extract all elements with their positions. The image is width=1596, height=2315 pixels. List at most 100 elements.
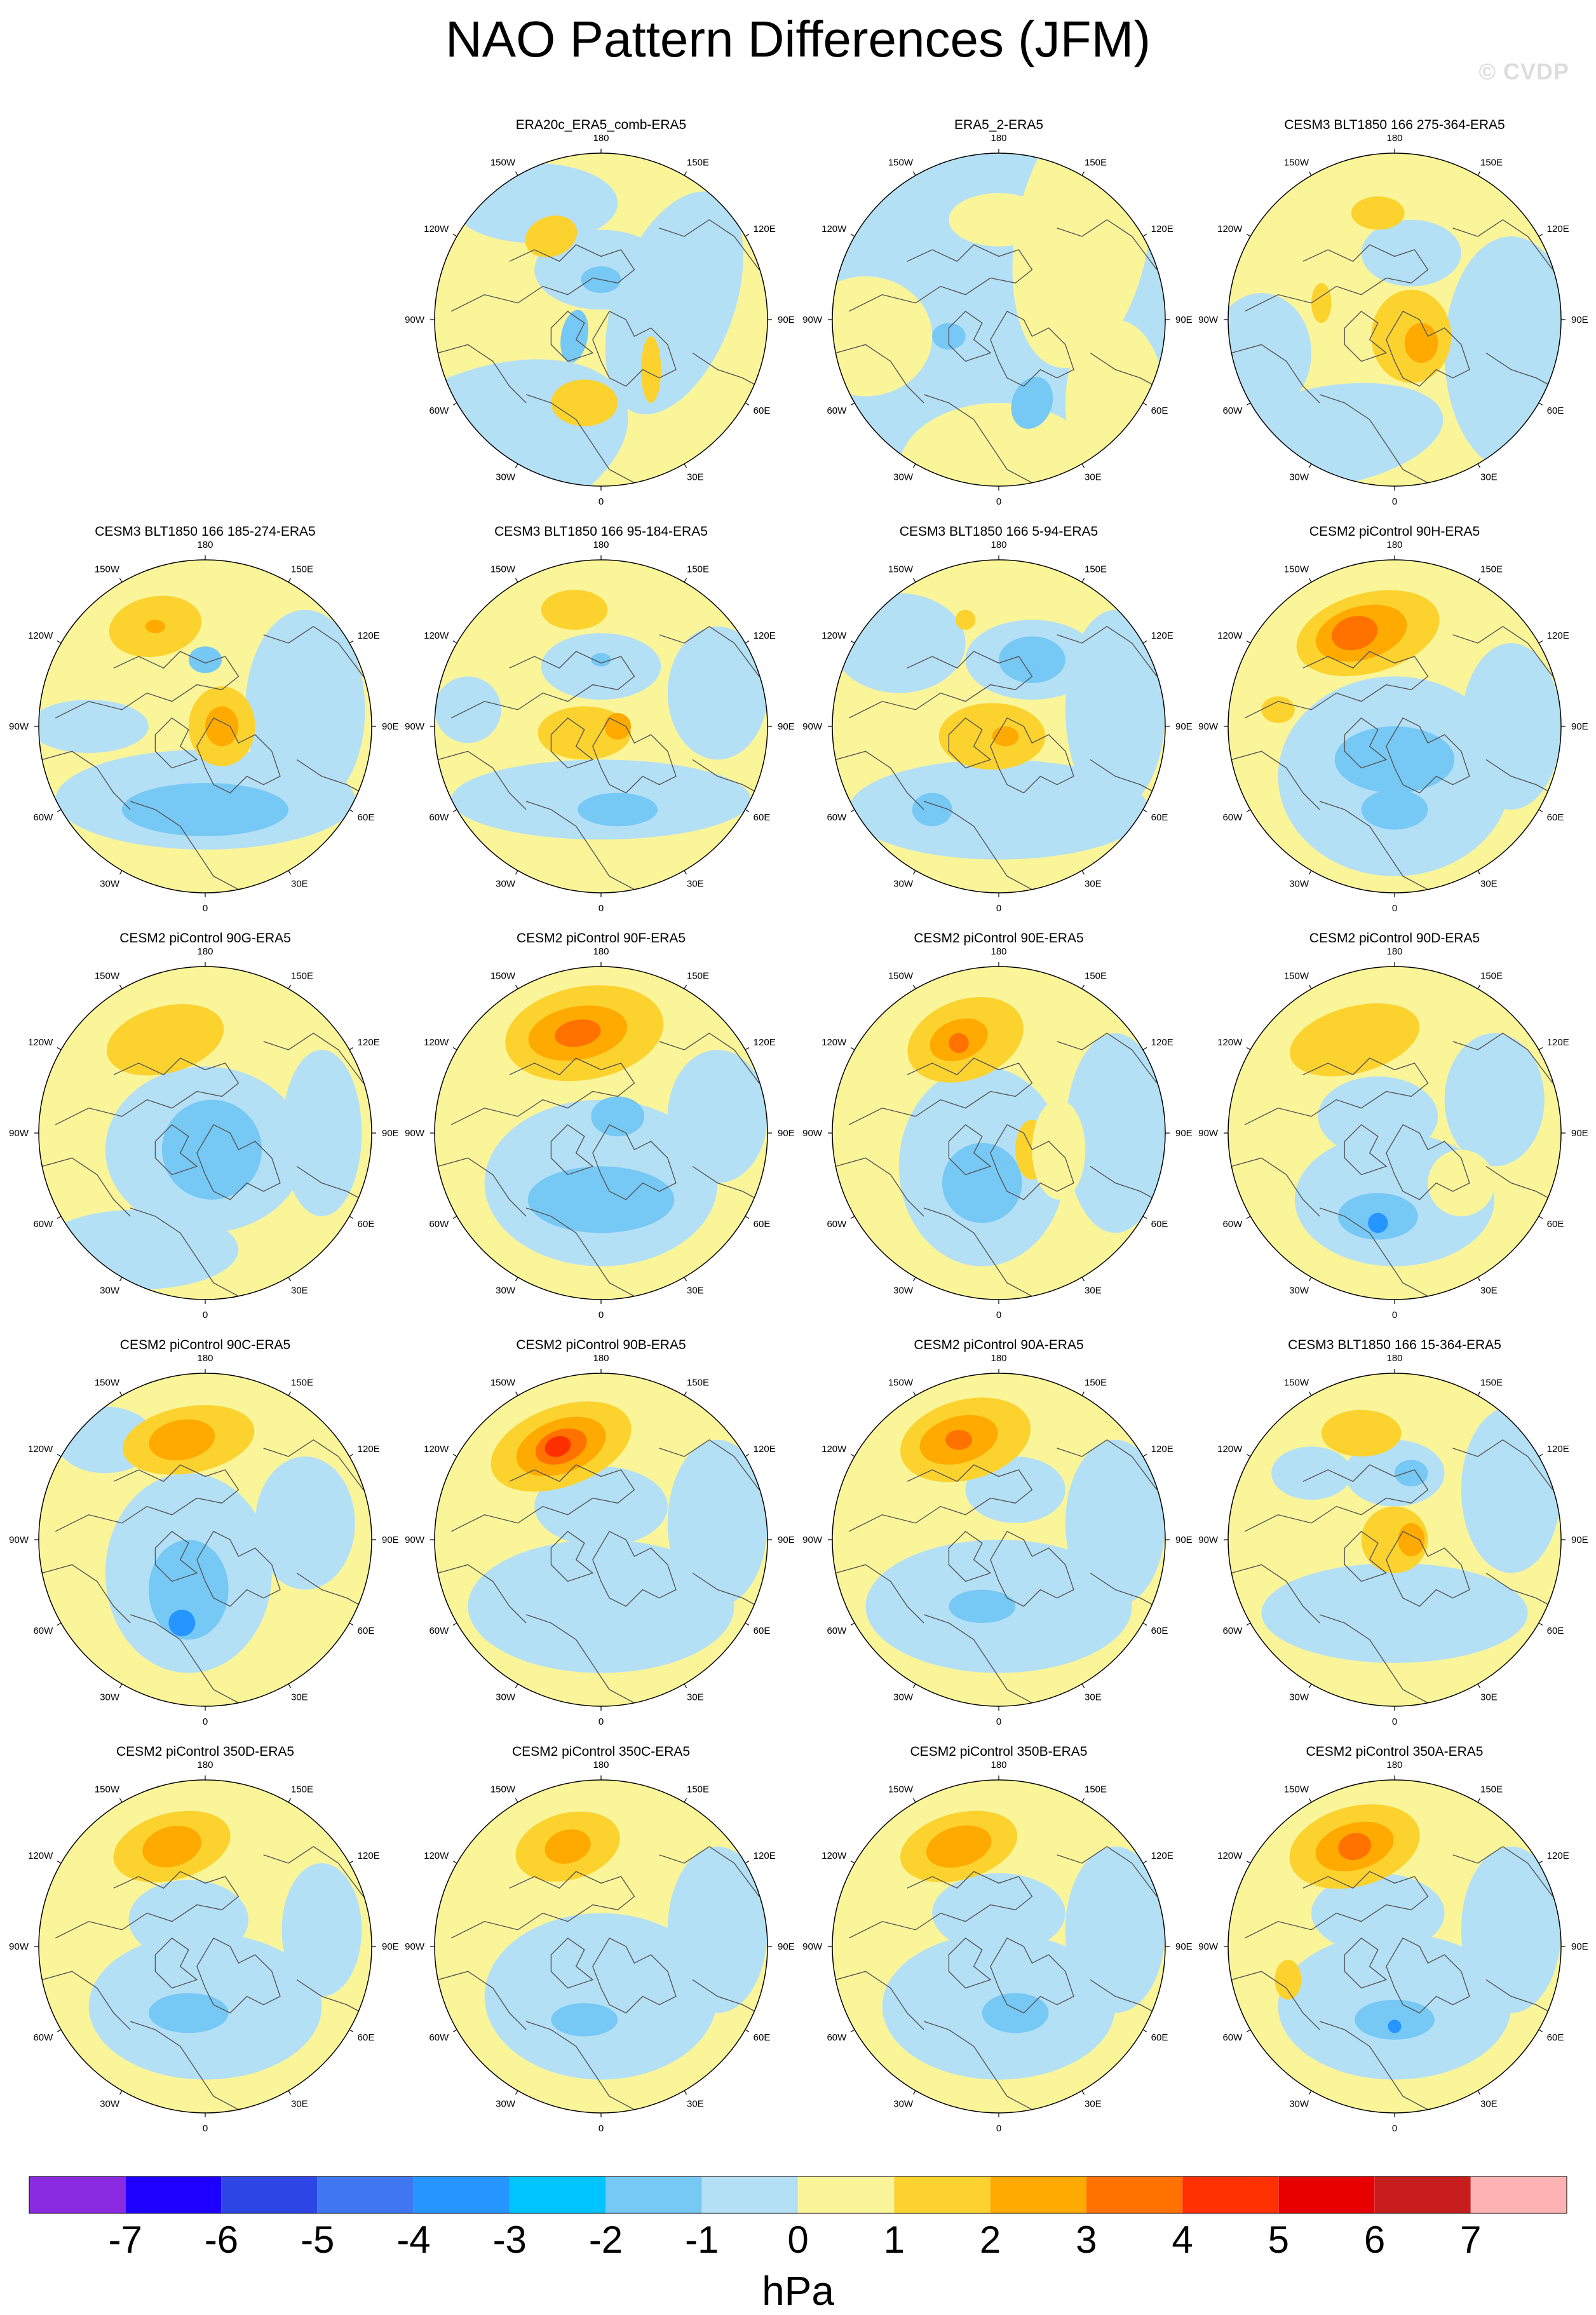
lon-label: 30E xyxy=(687,472,704,483)
lon-label: 60E xyxy=(1547,2032,1564,2043)
coastline xyxy=(526,801,634,890)
lon-tick xyxy=(288,1798,292,1803)
contour-region xyxy=(1461,1406,1561,1573)
lon-tick xyxy=(288,1683,292,1688)
coastline xyxy=(693,1979,764,2016)
lon-label: 60E xyxy=(1151,405,1168,416)
lon-label: 30W xyxy=(893,1286,914,1296)
lon-label: 150W xyxy=(490,970,516,981)
contour-region xyxy=(122,783,288,836)
lon-label: 0 xyxy=(1392,2123,1397,2134)
coastline xyxy=(693,353,764,390)
contour-region xyxy=(1361,219,1461,287)
coastline xyxy=(130,801,238,890)
lon-label: 60E xyxy=(1547,405,1564,416)
anomaly-field xyxy=(832,153,1165,486)
contour-region xyxy=(1065,320,1165,486)
anomaly-field xyxy=(435,1780,768,2113)
lon-tick xyxy=(515,870,518,875)
coastline xyxy=(438,1158,526,1216)
coastline xyxy=(835,344,924,403)
coastline xyxy=(1453,627,1553,677)
lon-label: 150W xyxy=(95,970,120,981)
colorbar-tick-label: -1 xyxy=(685,2218,719,2261)
anomaly-field xyxy=(435,967,768,1300)
lon-label: 60E xyxy=(754,1219,771,1230)
lon-tick xyxy=(1538,1860,1543,1864)
colorbar-tick-label: -4 xyxy=(396,2218,430,2261)
colorbar-swatch xyxy=(894,2176,991,2213)
colorbar-tick-label: -2 xyxy=(589,2218,623,2261)
anomaly-field xyxy=(39,1780,372,2113)
lon-tick xyxy=(1477,870,1481,875)
coastline xyxy=(1386,1531,1470,1606)
lon-label: 0 xyxy=(203,1716,208,1727)
coastline xyxy=(1344,1938,1386,1988)
coastline xyxy=(1320,2021,1428,2110)
panel-title: ERA20c_ERA5_comb-ERA5 xyxy=(516,118,686,132)
lon-tick xyxy=(1081,171,1085,176)
coastline xyxy=(264,1033,363,1083)
lon-label: 90W xyxy=(802,721,823,732)
colorbar-units-label: hPa xyxy=(762,2268,834,2314)
coastline xyxy=(197,718,280,793)
contour-region xyxy=(942,1143,1022,1223)
contour-region xyxy=(949,1033,969,1054)
lon-label: 120E xyxy=(754,1037,776,1048)
contour-region xyxy=(1461,1846,1561,2013)
lon-tick xyxy=(349,1860,354,1864)
lon-label: 90E xyxy=(778,1941,795,1952)
lon-tick xyxy=(1477,1798,1481,1803)
lon-tick xyxy=(1308,984,1312,989)
lon-label: 150E xyxy=(1085,157,1107,168)
lon-tick xyxy=(1308,578,1312,583)
lon-tick xyxy=(1081,578,1085,583)
panel-title: CESM2 piControl 90H-ERA5 xyxy=(1309,524,1480,539)
anomaly-field xyxy=(39,967,372,1300)
coastline xyxy=(1344,1125,1386,1175)
lon-tick xyxy=(850,233,855,237)
lon-tick xyxy=(1246,1622,1251,1626)
colorbar-tick-label: 1 xyxy=(884,2218,905,2261)
contour-region xyxy=(955,609,976,630)
coastline xyxy=(1090,759,1162,796)
lon-label: 120W xyxy=(822,1850,847,1861)
coastline xyxy=(1386,718,1470,793)
contour-region xyxy=(544,1829,591,1864)
coastline xyxy=(1386,311,1470,386)
lon-tick xyxy=(1081,870,1085,875)
coastline xyxy=(924,2021,1032,2110)
lon-label: 150E xyxy=(1480,970,1503,981)
panel-title: CESM2 piControl 90E-ERA5 xyxy=(914,931,1083,946)
coastline xyxy=(55,1058,238,1125)
lon-tick xyxy=(119,1391,123,1396)
panel-title: ERA5_2-ERA5 xyxy=(954,118,1043,132)
lon-label: 120E xyxy=(1547,1850,1569,1861)
contour-region xyxy=(982,1993,1049,2033)
lon-label: 90E xyxy=(1571,315,1588,325)
lon-label: 0 xyxy=(203,2123,208,2134)
lon-label: 180 xyxy=(593,946,609,957)
lon-label: 120W xyxy=(28,1444,53,1455)
coastline xyxy=(835,1158,924,1216)
lon-tick xyxy=(57,1622,62,1626)
contour-region xyxy=(1395,1460,1428,1487)
lon-tick xyxy=(850,2029,855,2033)
coastline xyxy=(1453,220,1553,270)
lon-label: 60W xyxy=(429,2032,449,2043)
lon-tick xyxy=(1308,2090,1312,2095)
lon-label: 60W xyxy=(429,812,449,823)
colorbar-tick-label: 5 xyxy=(1268,2218,1289,2261)
anomaly-field xyxy=(1228,560,1561,893)
contour-region xyxy=(1065,1846,1165,2013)
lon-label: 90W xyxy=(405,721,425,732)
lon-label: 30E xyxy=(1480,2099,1498,2110)
coastline xyxy=(835,1971,924,2030)
lon-label: 150E xyxy=(1085,1784,1107,1795)
lon-label: 150W xyxy=(888,564,914,574)
coastline xyxy=(949,311,991,362)
lon-tick xyxy=(912,1277,916,1282)
colorbar-tick-label: 2 xyxy=(980,2218,1001,2261)
coastline xyxy=(1245,1871,1428,1938)
coastline xyxy=(55,651,238,718)
